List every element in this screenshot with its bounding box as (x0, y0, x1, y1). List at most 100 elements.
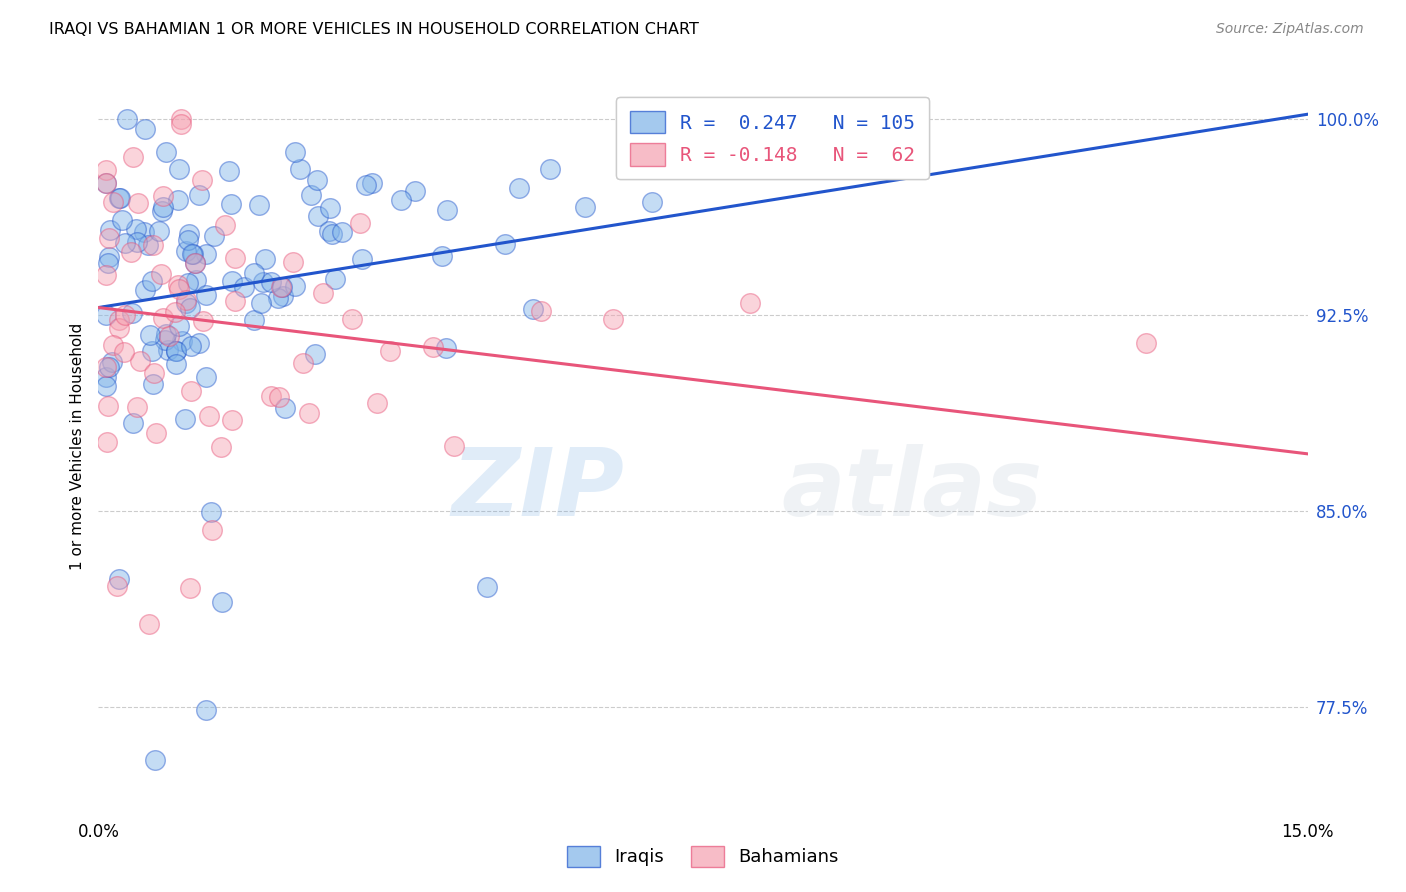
Point (152, 189, 174, 203)
Point (167, 278, 190, 293)
Point (117, 112, 139, 127)
Point (153, 334, 176, 348)
Point (305, 173, 328, 187)
Point (307, 210, 329, 224)
Point (165, 343, 187, 358)
Point (155, 326, 177, 341)
Point (221, 413, 243, 427)
Point (270, 279, 292, 293)
Point (177, 234, 200, 248)
Point (184, 255, 207, 269)
Point (186, 273, 208, 287)
Point (522, 302, 544, 317)
Point (323, 272, 346, 286)
Point (349, 216, 371, 230)
Point (252, 275, 274, 289)
Point (209, 440, 232, 454)
Point (148, 224, 170, 238)
Point (530, 304, 553, 318)
Point (150, 203, 173, 218)
Point (108, 191, 131, 205)
Point (304, 347, 326, 361)
Point (96, 369, 118, 384)
Point (738, 296, 761, 310)
Point (108, 312, 131, 326)
Point (127, 235, 149, 249)
Point (112, 344, 135, 359)
Point (177, 227, 200, 242)
Point (269, 390, 291, 404)
Point (602, 311, 624, 326)
Point (430, 248, 453, 262)
Point (389, 194, 412, 208)
Point (194, 703, 217, 717)
Point (260, 276, 283, 290)
Point (354, 178, 377, 193)
Point (508, 181, 530, 195)
Point (125, 222, 148, 236)
Point (96, 308, 118, 322)
Point (98, 250, 121, 264)
Point (134, 122, 156, 136)
Point (142, 376, 165, 391)
Point (247, 198, 270, 212)
Point (181, 247, 204, 261)
Point (321, 227, 343, 241)
Point (96, 359, 118, 374)
Point (129, 354, 152, 368)
Point (139, 328, 162, 343)
Point (122, 417, 145, 431)
Point (101, 355, 124, 369)
Point (366, 396, 388, 410)
Point (233, 280, 256, 294)
Point (165, 357, 187, 371)
Point (475, 580, 498, 594)
Point (194, 288, 217, 302)
Point (380, 343, 402, 358)
Point (114, 236, 136, 251)
Point (243, 266, 266, 280)
Point (1135, 336, 1157, 351)
Point (330, 225, 353, 239)
Point (96, 268, 118, 282)
Point (142, 238, 165, 252)
Point (436, 203, 458, 218)
Point (318, 224, 340, 238)
Point (152, 200, 174, 214)
Point (134, 284, 156, 298)
Point (105, 579, 128, 593)
Point (96, 176, 118, 190)
Point (167, 283, 190, 297)
Point (145, 426, 167, 441)
Point (422, 340, 444, 354)
Point (194, 246, 217, 260)
Point (641, 195, 664, 210)
Point (132, 225, 155, 239)
Point (141, 274, 163, 288)
Point (97, 399, 120, 413)
Point (165, 344, 187, 359)
Point (281, 254, 304, 268)
Point (211, 595, 233, 609)
Point (138, 616, 160, 631)
Point (150, 267, 173, 281)
Point (170, 117, 193, 131)
Point (174, 244, 197, 259)
Point (221, 196, 243, 211)
Point (127, 195, 149, 210)
Point (299, 187, 322, 202)
Point (176, 276, 198, 290)
Point (110, 213, 132, 227)
Point (165, 305, 187, 319)
Point (170, 112, 193, 127)
Point (494, 237, 516, 252)
Point (221, 274, 243, 288)
Point (108, 191, 131, 205)
Point (169, 162, 191, 177)
Text: Source: ZipAtlas.com: Source: ZipAtlas.com (1216, 22, 1364, 37)
Point (224, 293, 246, 308)
Point (250, 296, 273, 310)
Point (312, 285, 335, 300)
Point (167, 319, 190, 334)
Point (184, 256, 207, 270)
